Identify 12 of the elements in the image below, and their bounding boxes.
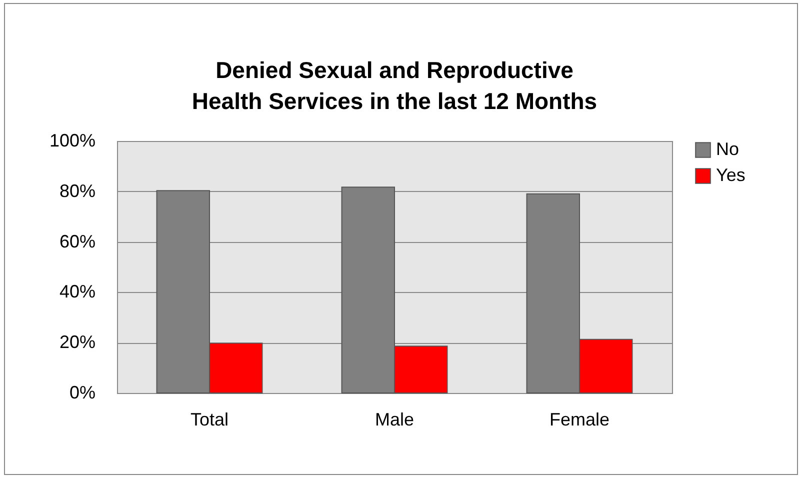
y-tick-label: 40% — [59, 282, 96, 302]
chart-title: Denied Sexual and Reproductive Health Services in the last 12 Months — [192, 57, 598, 114]
y-tick-label: 100% — [49, 130, 96, 150]
y-tick-label: 80% — [59, 180, 96, 201]
x-tick-label: Female — [549, 410, 610, 430]
y-tick-label: 20% — [59, 332, 96, 352]
x-tick-label: Male — [374, 410, 414, 430]
y-tick-label: 60% — [59, 231, 96, 252]
y-tick-label: 0% — [69, 382, 96, 402]
legend-label: No — [716, 139, 740, 159]
legend-label: Yes — [716, 165, 746, 185]
x-tick-label: Total — [190, 410, 229, 430]
